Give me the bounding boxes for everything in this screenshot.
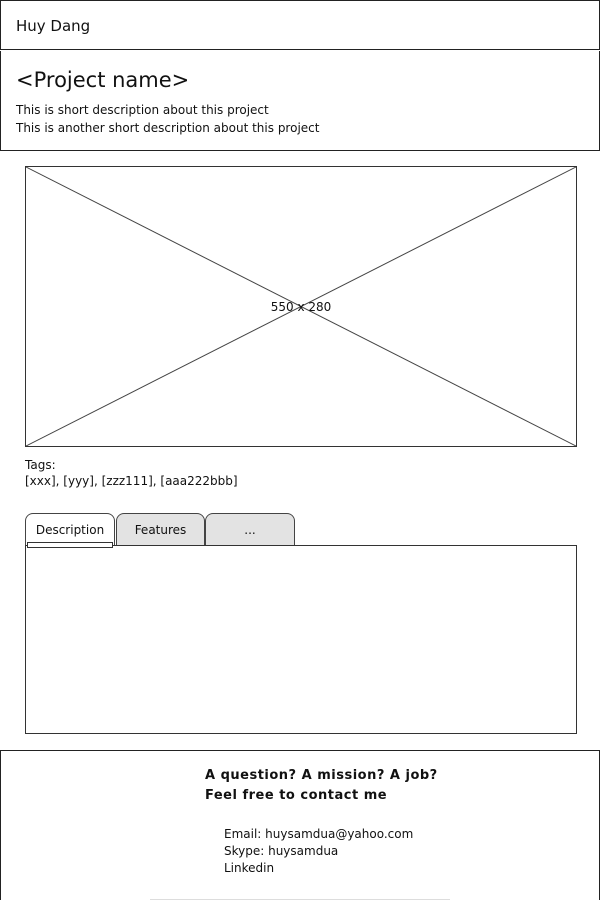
project-divider	[0, 150, 600, 151]
active-tab-indicator	[27, 542, 113, 548]
contact-linkedin[interactable]: Linkedin	[224, 861, 275, 875]
header-divider	[0, 49, 600, 50]
tab-more[interactable]: ...	[205, 513, 295, 547]
footer-divider	[0, 750, 600, 751]
contact-skype[interactable]: Skype: huysamdua	[224, 844, 339, 858]
contact-heading-line-1: A question? A mission? A job?	[205, 768, 438, 783]
tags-list[interactable]: [xxx], [yyy], [zzz111], [aaa222bbb]	[25, 474, 238, 488]
contact-heading-line-2: Feel free to contact me	[205, 788, 388, 803]
tab-content-panel	[25, 545, 577, 734]
image-placeholder-cross	[26, 167, 576, 446]
tab-description[interactable]: Description	[25, 513, 115, 547]
project-description-2: This is another short description about …	[16, 121, 320, 135]
project-description-1: This is short description about this pro…	[16, 103, 269, 117]
project-image-placeholder: 550 x 280	[25, 166, 577, 447]
tags-label: Tags:	[25, 458, 56, 472]
site-name[interactable]: Huy Dang	[16, 17, 91, 35]
project-title: <Project name>	[16, 68, 190, 92]
tab-features[interactable]: Features	[116, 513, 205, 547]
project-header	[0, 51, 600, 150]
image-size-label: 550 x 280	[270, 300, 332, 314]
contact-email[interactable]: Email: huysamdua@yahoo.com	[224, 827, 414, 841]
